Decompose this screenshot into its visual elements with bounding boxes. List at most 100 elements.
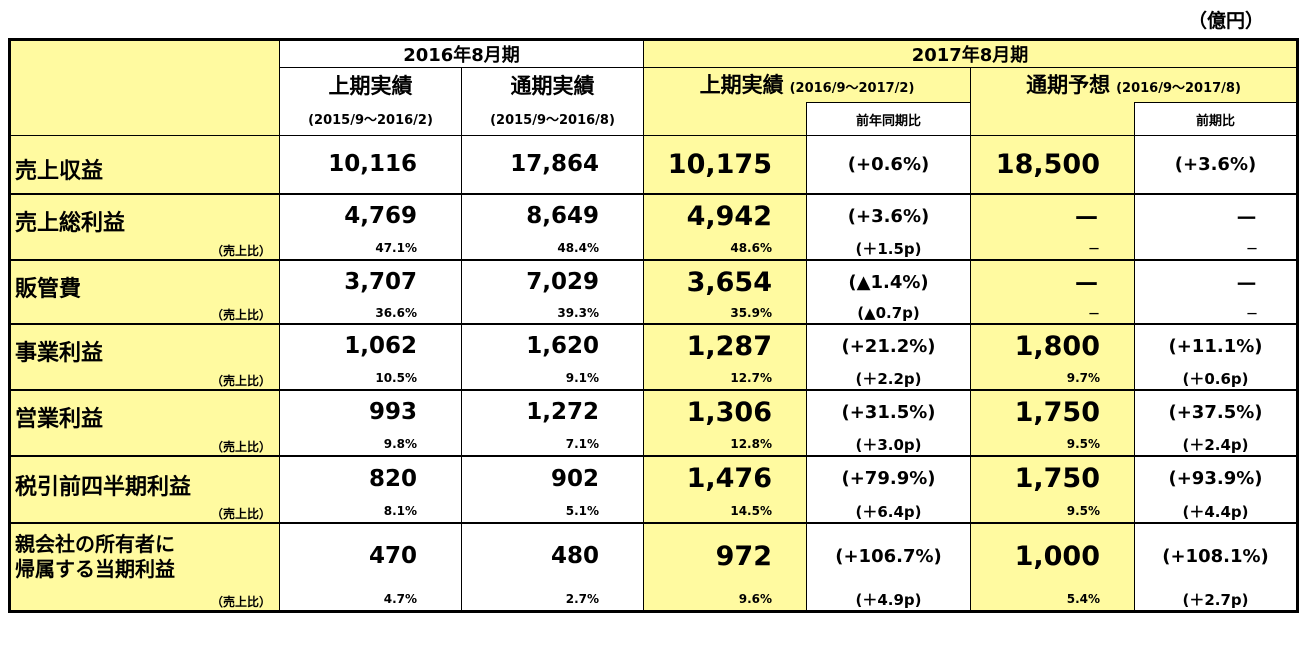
operating-profit-ratio-fc-2017-chg: (＋2.4p) — [1134, 433, 1298, 457]
operating-profit-fc-2017-chg: (+37.5%) — [1134, 389, 1298, 434]
operating-profit-full-2016: 1,272 — [461, 389, 644, 434]
gross-profit-h1-2017: 4,942 — [643, 193, 807, 238]
pretax-profit-ratio-full-2016: 5.1% — [461, 500, 644, 524]
pretax-profit-fc-2017-chg: (+93.9%) — [1134, 455, 1298, 501]
header-fy2016: 2016年8月期 — [279, 39, 644, 68]
business-profit-ratio-fc-2017: 9.7% — [970, 367, 1135, 391]
unit-label: （億円） — [1187, 10, 1264, 32]
row-label-pretax-profit: 税引前四半期利益 — [9, 455, 280, 501]
operating-profit-ratio-fc-2017: 9.5% — [970, 433, 1135, 457]
business-profit-h1-2016: 1,062 — [279, 323, 462, 368]
header-full-forecast-label: 通期予想 — [1026, 73, 1111, 97]
revenue-full-2016: 17,864 — [461, 135, 644, 195]
sga-full-2016: 7,029 — [461, 259, 644, 304]
pretax-profit-ratio-h1-2016: 8.1% — [279, 500, 462, 524]
header-fc-2017-blank — [970, 102, 1135, 136]
row-label-gross-profit: 売上総利益 — [9, 193, 280, 238]
gross-profit-ratio-h1-2016: 47.1% — [279, 237, 462, 261]
pretax-profit-ratio-fc-2017-chg: (＋4.4p) — [1134, 500, 1298, 524]
sga-ratio-full-2016: 39.3% — [461, 303, 644, 325]
sga-ratio-fc-2017-chg: － — [1134, 303, 1298, 325]
row-label-net-profit-line1: 親会社の所有者に — [15, 531, 175, 556]
header-h1-2016-period: (2015/9～2016/2) — [279, 102, 462, 136]
pretax-profit-ratio-h1-2017: 14.5% — [643, 500, 807, 524]
sga-ratio-h1-2016: 36.6% — [279, 303, 462, 325]
business-profit-ratio-h1-2016: 10.5% — [279, 367, 462, 391]
net-profit-full-2016: 480 — [461, 522, 644, 589]
sga-h1-2016: 3,707 — [279, 259, 462, 304]
sga-ratio-label: （売上比） — [9, 303, 280, 325]
business-profit-ratio-h1-2017: 12.7% — [643, 367, 807, 391]
sga-h1-2017: 3,654 — [643, 259, 807, 304]
row-label-operating-profit: 営業利益 — [9, 389, 280, 434]
sga-fc-2017-chg: － — [1134, 259, 1298, 304]
header-vs-prev: 前期比 — [1134, 102, 1298, 136]
business-profit-fc-2017-chg: (+11.1%) — [1134, 323, 1298, 368]
header-full-2016-period: (2015/9～2016/8) — [461, 102, 644, 136]
header-h1-2017-period: (2016/9～2017/2) — [789, 81, 915, 96]
net-profit-ratio-h1-2017: 9.6% — [643, 588, 807, 612]
business-profit-ratio-full-2016: 9.1% — [461, 367, 644, 391]
gross-profit-fc-2017-chg: － — [1134, 193, 1298, 238]
net-profit-ratio-h1-2017-chg: (＋4.9p) — [806, 588, 971, 612]
header-h1-actual-2016: 上期実績 — [279, 67, 462, 103]
gross-profit-full-2016: 8,649 — [461, 193, 644, 238]
header-fy2017: 2017年8月期 — [643, 39, 1298, 68]
pretax-profit-h1-2016: 820 — [279, 455, 462, 501]
pretax-profit-ratio-label: （売上比） — [9, 500, 280, 524]
gross-profit-ratio-full-2016: 48.4% — [461, 237, 644, 261]
sga-h1-2017-chg: (▲1.4%) — [806, 259, 971, 304]
header-yoy: 前年同期比 — [806, 102, 971, 136]
revenue-fc-2017: 18,500 — [970, 135, 1135, 195]
net-profit-h1-2016: 470 — [279, 522, 462, 589]
pretax-profit-ratio-fc-2017: 9.5% — [970, 500, 1135, 524]
gross-profit-fc-2017: － — [970, 193, 1135, 238]
business-profit-ratio-h1-2017-chg: (＋2.2p) — [806, 367, 971, 391]
row-label-sga: 販管費 — [9, 259, 280, 304]
operating-profit-h1-2017-chg: (+31.5%) — [806, 389, 971, 434]
gross-profit-ratio-h1-2017-chg: (＋1.5p) — [806, 237, 971, 261]
operating-profit-h1-2016: 993 — [279, 389, 462, 434]
pretax-profit-h1-2017: 1,476 — [643, 455, 807, 501]
net-profit-fc-2017-chg: (+108.1%) — [1134, 522, 1298, 589]
operating-profit-fc-2017: 1,750 — [970, 389, 1135, 434]
operating-profit-ratio-label: （売上比） — [9, 433, 280, 457]
net-profit-ratio-fc-2017-chg: (＋2.7p) — [1134, 588, 1298, 612]
row-label-net-profit: 親会社の所有者に 帰属する当期利益 — [9, 522, 280, 589]
operating-profit-ratio-h1-2016: 9.8% — [279, 433, 462, 457]
header-h1-actual-2017: 上期実績 (2016/9～2017/2) — [643, 67, 971, 103]
business-profit-ratio-fc-2017-chg: (＋0.6p) — [1134, 367, 1298, 391]
financial-summary-table: 2016年8月期 2017年8月期 上期実績 通期実績 上期実績 (2016/9～… — [8, 38, 1299, 613]
pretax-profit-full-2016: 902 — [461, 455, 644, 501]
net-profit-ratio-label: （売上比） — [9, 588, 280, 612]
revenue-h1-2016: 10,116 — [279, 135, 462, 195]
net-profit-h1-2017-chg: (+106.7%) — [806, 522, 971, 589]
business-profit-fc-2017: 1,800 — [970, 323, 1135, 368]
gross-profit-ratio-label: （売上比） — [9, 237, 280, 261]
gross-profit-h1-2016: 4,769 — [279, 193, 462, 238]
pretax-profit-fc-2017: 1,750 — [970, 455, 1135, 501]
operating-profit-ratio-h1-2017-chg: (＋3.0p) — [806, 433, 971, 457]
business-profit-h1-2017-chg: (+21.2%) — [806, 323, 971, 368]
operating-profit-h1-2017: 1,306 — [643, 389, 807, 434]
gross-profit-h1-2017-chg: (+3.6%) — [806, 193, 971, 238]
operating-profit-ratio-full-2016: 7.1% — [461, 433, 644, 457]
business-profit-full-2016: 1,620 — [461, 323, 644, 368]
header-full-actual-2016: 通期実績 — [461, 67, 644, 103]
pretax-profit-h1-2017-chg: (+79.9%) — [806, 455, 971, 501]
gross-profit-ratio-fc-2017: － — [970, 237, 1135, 261]
header-full-forecast-2017: 通期予想 (2016/9～2017/8) — [970, 67, 1298, 103]
gross-profit-ratio-h1-2017: 48.6% — [643, 237, 807, 261]
row-label-business-profit: 事業利益 — [9, 323, 280, 368]
sga-ratio-h1-2017: 35.9% — [643, 303, 807, 325]
operating-profit-ratio-h1-2017: 12.8% — [643, 433, 807, 457]
revenue-h1-2017: 10,175 — [643, 135, 807, 195]
header-full-2017-period: (2016/9～2017/8) — [1116, 81, 1241, 96]
row-label-revenue: 売上収益 — [9, 135, 280, 195]
header-corner — [9, 39, 280, 136]
header-h1-2017-blank — [643, 102, 807, 136]
business-profit-h1-2017: 1,287 — [643, 323, 807, 368]
row-label-net-profit-line2: 帰属する当期利益 — [15, 556, 175, 581]
revenue-h1-2017-chg: (+0.6%) — [806, 135, 971, 195]
header-h1-actual-2017-label: 上期実績 — [699, 73, 784, 97]
